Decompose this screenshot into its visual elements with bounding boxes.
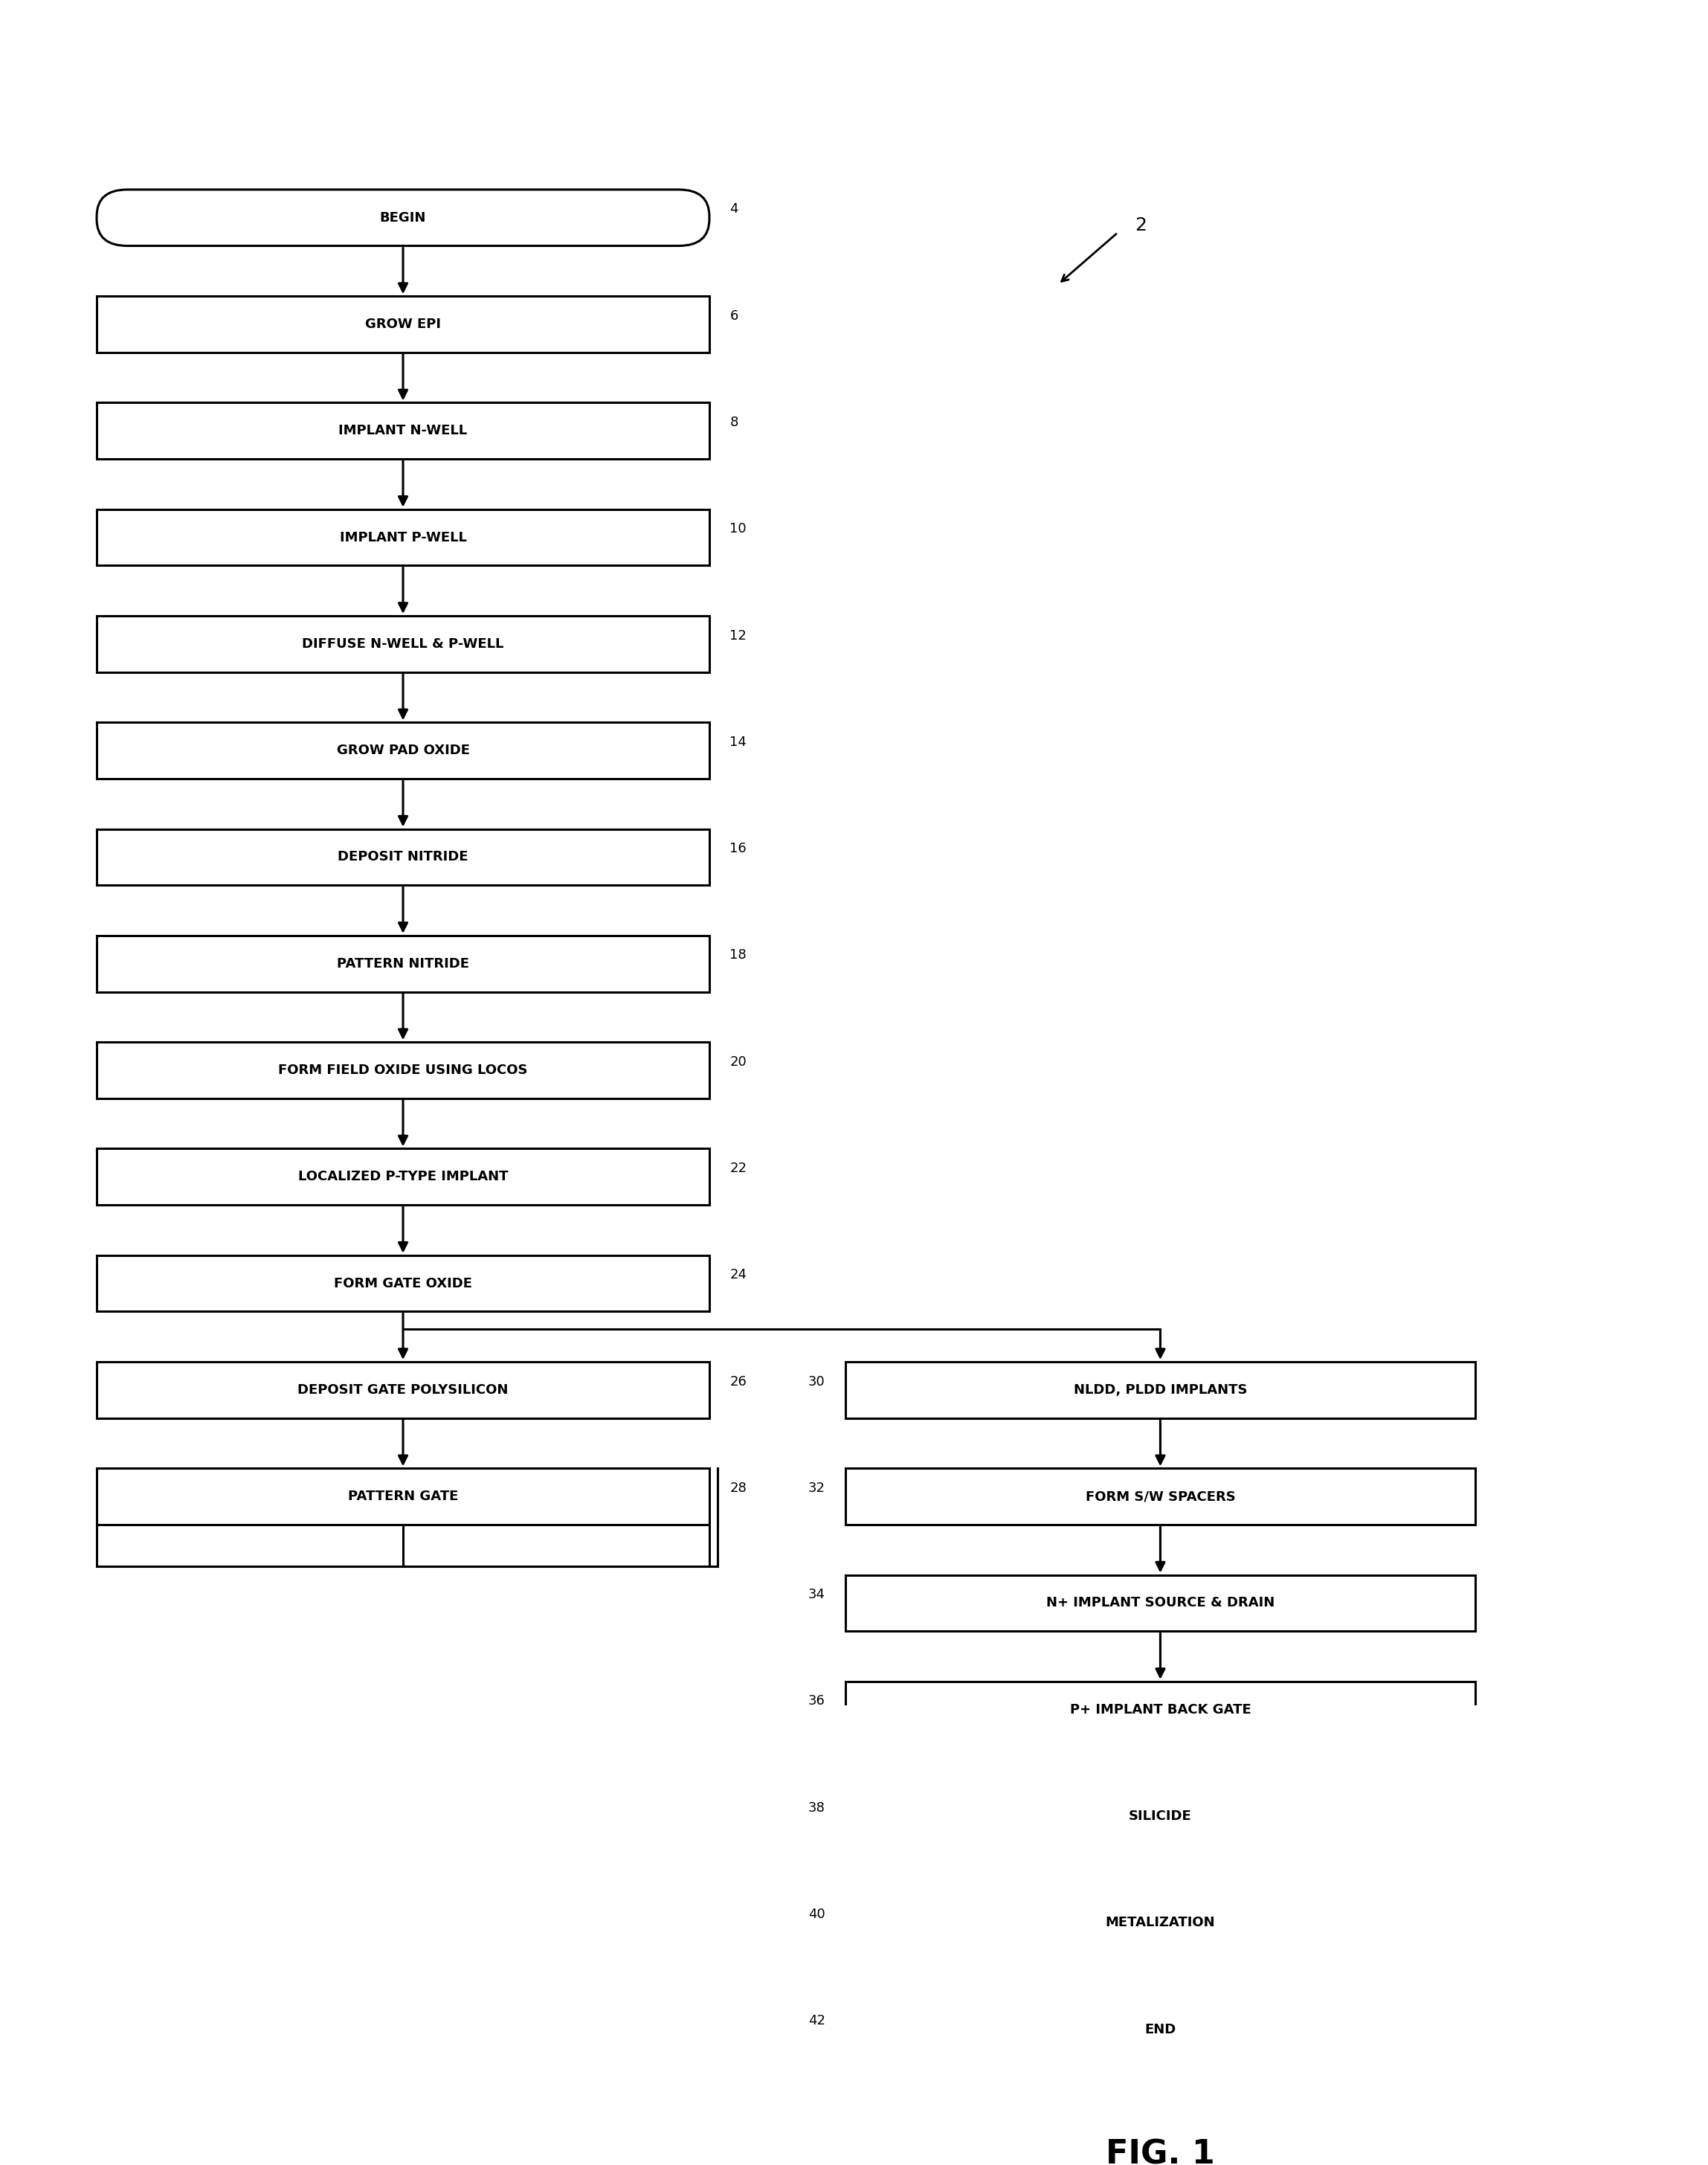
Bar (97, 723, 709, 779)
Text: SILICIDE: SILICIDE (1129, 1810, 1192, 1823)
Text: IMPLANT P-WELL: IMPLANT P-WELL (340, 530, 466, 543)
Text: PATTERN NITRIDE: PATTERN NITRIDE (336, 957, 470, 970)
Text: NLDD, PLDD IMPLANTS: NLDD, PLDD IMPLANTS (1074, 1383, 1247, 1396)
FancyBboxPatch shape (97, 191, 709, 247)
Bar (97, 297, 709, 353)
Text: DEPOSIT GATE POLYSILICON: DEPOSIT GATE POLYSILICON (297, 1383, 509, 1396)
Text: 26: 26 (729, 1375, 746, 1388)
Bar (97, 1150, 709, 1206)
Text: 2: 2 (1134, 216, 1146, 234)
Bar (97, 615, 709, 671)
Text: 30: 30 (808, 1375, 825, 1388)
Text: FIG. 1: FIG. 1 (1105, 2139, 1214, 2165)
Text: 42: 42 (808, 2013, 825, 2029)
Text: IMPLANT N-WELL: IMPLANT N-WELL (338, 424, 468, 437)
Bar (845, 1468, 1476, 1524)
Text: DEPOSIT NITRIDE: DEPOSIT NITRIDE (338, 851, 468, 864)
Text: 22: 22 (729, 1163, 746, 1176)
Text: 36: 36 (808, 1695, 825, 1708)
Bar (845, 1788, 1476, 1845)
Bar (845, 1362, 1476, 1418)
Text: 4: 4 (729, 204, 738, 216)
Bar (845, 1682, 1476, 1738)
Text: 40: 40 (808, 1907, 825, 1920)
Bar (97, 1362, 709, 1418)
Text: 16: 16 (729, 842, 746, 855)
Text: FORM S/W SPACERS: FORM S/W SPACERS (1085, 1490, 1235, 1503)
Text: 6: 6 (729, 310, 738, 323)
Text: 28: 28 (729, 1481, 746, 1494)
Bar (97, 1256, 709, 1312)
Text: 14: 14 (729, 736, 746, 749)
Text: GROW PAD OXIDE: GROW PAD OXIDE (336, 745, 470, 758)
Text: 12: 12 (729, 628, 746, 643)
Bar (97, 935, 709, 992)
Text: 34: 34 (808, 1587, 825, 1602)
Text: PATTERN GATE: PATTERN GATE (348, 1490, 458, 1503)
Text: FORM GATE OXIDE: FORM GATE OXIDE (333, 1277, 471, 1290)
Bar (845, 1894, 1476, 1951)
Bar (97, 1041, 709, 1098)
Text: DIFFUSE N-WELL & P-WELL: DIFFUSE N-WELL & P-WELL (302, 637, 504, 652)
Text: END: END (1144, 2022, 1177, 2035)
Bar (97, 829, 709, 885)
Text: METALIZATION: METALIZATION (1105, 1916, 1214, 1929)
Text: FORM FIELD OXIDE USING LOCOS: FORM FIELD OXIDE USING LOCOS (278, 1063, 528, 1076)
Text: 24: 24 (729, 1269, 746, 1282)
Text: 32: 32 (808, 1481, 825, 1494)
Text: LOCALIZED P-TYPE IMPLANT: LOCALIZED P-TYPE IMPLANT (297, 1169, 507, 1184)
Text: 20: 20 (729, 1054, 746, 1070)
Text: GROW EPI: GROW EPI (366, 318, 441, 331)
Bar (97, 403, 709, 459)
Text: 10: 10 (729, 522, 746, 535)
Text: 38: 38 (808, 1801, 825, 1814)
FancyBboxPatch shape (845, 2000, 1476, 2057)
Text: 18: 18 (729, 948, 746, 961)
Text: N+ IMPLANT SOURCE & DRAIN: N+ IMPLANT SOURCE & DRAIN (1045, 1596, 1274, 1611)
Text: P+ IMPLANT BACK GATE: P+ IMPLANT BACK GATE (1069, 1704, 1250, 1717)
Bar (97, 509, 709, 565)
Bar (97, 1468, 709, 1524)
Text: 8: 8 (729, 416, 738, 429)
Text: BEGIN: BEGIN (379, 210, 427, 225)
Bar (845, 1574, 1476, 1630)
